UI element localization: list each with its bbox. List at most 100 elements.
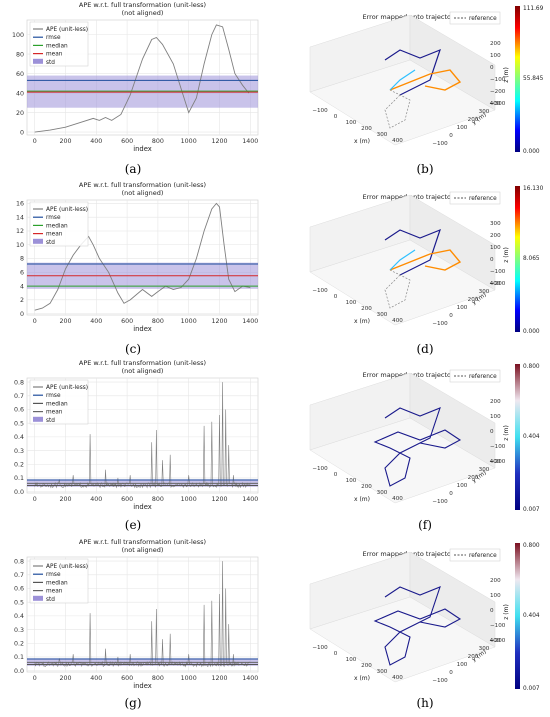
x-tick-label: 400	[392, 496, 403, 502]
trajectory-path	[384, 48, 441, 96]
x-tick-label: 400	[90, 138, 102, 145]
x-tick-label: 100	[346, 478, 357, 484]
x-tick-label: 400	[392, 675, 403, 681]
x-tick-label: 1000	[181, 675, 197, 682]
z-tick-label: 100	[490, 245, 501, 251]
y-tick-label: 0.3	[14, 448, 24, 455]
z-axis-label: z (m)	[503, 247, 510, 263]
legend-label: APE (unit-less)	[46, 564, 88, 570]
legend-label: mean	[46, 232, 63, 238]
colorbar-label: 0.404	[523, 613, 540, 619]
x-tick-label: 200	[361, 126, 372, 132]
z-tick-label: 200	[490, 399, 501, 405]
colorbar	[515, 364, 520, 510]
z-axis-label: z (m)	[503, 604, 510, 620]
x-axis-label: index	[133, 145, 152, 153]
x-axis-label: x (m)	[354, 496, 370, 503]
y-tick-label: 0.8	[14, 558, 24, 565]
y-tick-label: 0.8	[14, 379, 24, 386]
x-tick-label: 800	[152, 318, 164, 325]
ape-series-line	[34, 24, 250, 133]
trajectory-mid-error-segment	[389, 69, 416, 91]
y-tick-label: 16	[16, 201, 24, 208]
y-tick-label: −100	[432, 678, 448, 684]
x-tick-label: 800	[152, 138, 164, 145]
x-tick-label: 200	[361, 663, 372, 669]
y-tick-label: 300	[479, 646, 490, 652]
legend-label: reference	[469, 374, 497, 380]
x-tick-label: 0	[33, 138, 37, 145]
legend-label: std	[46, 240, 55, 246]
legend-label: std	[46, 597, 55, 603]
x-tick-label: 1400	[242, 138, 258, 145]
y-tick-label: 0.5	[14, 420, 24, 427]
colorbar-label: 8.065	[523, 256, 540, 262]
colorbar	[515, 186, 520, 332]
z-tick-label: 100	[490, 53, 501, 59]
colorbar-label: 0.800	[523, 364, 540, 370]
y-tick-label: 0.7	[14, 393, 24, 400]
x-tick-label: 600	[121, 496, 133, 503]
y-tick-label: −100	[432, 321, 448, 327]
legend-label: mean	[46, 410, 63, 416]
x-axis-label: x (m)	[354, 675, 370, 682]
colorbar	[515, 6, 520, 152]
x-tick-label: 200	[59, 138, 71, 145]
z-tick-label: 100	[490, 593, 501, 599]
y-tick-label: 0.3	[14, 627, 24, 634]
y-tick-label: 10	[16, 242, 24, 249]
legend-label: median	[46, 43, 68, 49]
trajectory-chart-f: Error mapped onto trajectory reference −10…	[290, 358, 550, 513]
x-tick-label: 100	[346, 657, 357, 663]
x-axis-label: index	[133, 682, 152, 690]
x-tick-label: 0	[334, 114, 338, 120]
chart-subtitle: (not aligned)	[122, 367, 164, 375]
y-tick-label: 0.4	[14, 613, 24, 620]
legend-label: std	[46, 60, 55, 66]
legend-box	[449, 191, 501, 205]
y-tick-label: 100	[457, 483, 468, 489]
chart-subtitle: (not aligned)	[122, 9, 164, 17]
y-tick-label: 200	[468, 475, 479, 481]
z-tick-label: 200	[490, 578, 501, 584]
colorbar-label: 0.404	[523, 434, 540, 440]
y-tick-label: 100	[457, 125, 468, 131]
y-tick-label: 0.2	[14, 640, 24, 647]
legend-label: rmse	[46, 35, 61, 41]
x-axis-label: index	[133, 503, 152, 511]
y-tick-label: 0.7	[14, 572, 24, 579]
y-tick-label: 2	[20, 297, 24, 304]
floor-pane	[309, 59, 496, 146]
z-axis-label: z (m)	[503, 425, 510, 441]
x-tick-label: 0	[334, 651, 338, 657]
z-tick-label: 0	[490, 429, 494, 435]
y-tick-label: 0	[449, 491, 453, 497]
x-tick-label: 600	[121, 675, 133, 682]
z-tick-label: −200	[490, 281, 506, 287]
colorbar-label: 111.69	[523, 6, 544, 12]
x-tick-label: 300	[377, 132, 388, 138]
caption-g: (g)	[124, 696, 142, 710]
x-axis-label: x (m)	[354, 318, 370, 325]
x-tick-label: 1000	[181, 318, 197, 325]
x-tick-label: −100	[312, 288, 328, 294]
y-tick-label: 60	[16, 71, 24, 78]
x-tick-label: 400	[392, 138, 403, 144]
x-tick-label: 100	[346, 300, 357, 306]
legend-label: reference	[469, 196, 497, 202]
z-tick-label: −300	[490, 101, 506, 107]
x-tick-label: 1000	[181, 138, 197, 145]
x-tick-label: 1200	[211, 496, 227, 503]
z-tick-label: −200	[490, 459, 506, 465]
x-tick-label: 1400	[242, 675, 258, 682]
legend: APE (unit-less) rmse median mean std	[29, 379, 89, 425]
y-tick-label: −100	[432, 499, 448, 505]
legend-swatch-std	[33, 595, 43, 601]
x-tick-label: −100	[312, 645, 328, 651]
caption-a: (a)	[124, 162, 142, 176]
colorbar-label: 0.007	[523, 507, 540, 513]
chart-title: APE w.r.t. full transformation (unit-les…	[79, 181, 206, 189]
legend: APE (unit-less) rmse median mean std	[29, 558, 89, 604]
y-tick-label: 12	[16, 228, 24, 235]
ape-series-line	[34, 202, 251, 311]
